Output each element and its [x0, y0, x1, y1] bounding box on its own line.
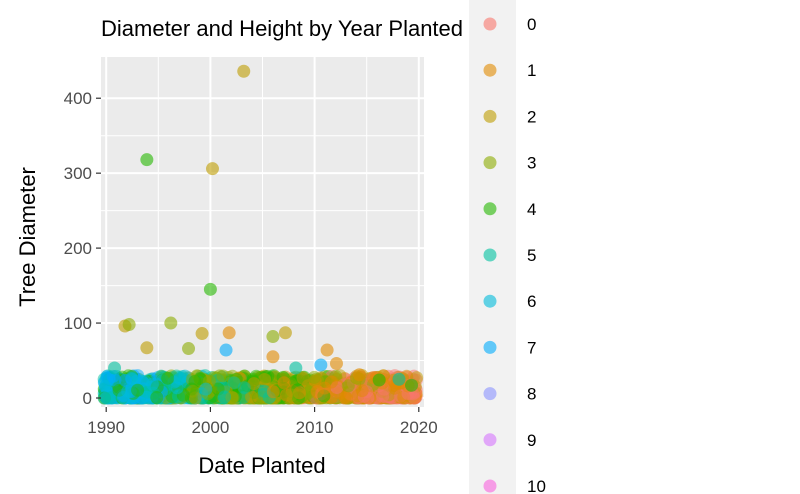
data-point — [140, 153, 154, 167]
data-point — [199, 382, 213, 396]
legend-key — [483, 294, 497, 308]
data-point — [140, 341, 154, 355]
data-point — [266, 350, 280, 364]
data-point — [237, 381, 251, 395]
data-point — [218, 390, 232, 404]
data-point — [222, 326, 236, 340]
data-point — [266, 330, 280, 344]
data-point — [307, 370, 321, 384]
data-point — [404, 378, 418, 392]
y-axis-title: Tree Diameter — [15, 167, 40, 307]
y-tick-label: 100 — [64, 314, 92, 333]
data-point — [140, 390, 154, 404]
x-axis-title: Date Planted — [198, 453, 325, 478]
data-point — [266, 385, 280, 399]
legend-key — [483, 433, 497, 447]
data-point — [118, 373, 132, 387]
data-point — [314, 358, 328, 372]
legend: 0 1 2 3 4 5 6 7 8 9 10 — [469, 0, 546, 494]
y-tick-label: 0 — [83, 389, 92, 408]
data-point — [258, 373, 272, 387]
y-tick-label: 200 — [64, 239, 92, 258]
legend-key — [483, 109, 497, 123]
data-point — [205, 162, 219, 176]
legend-key — [483, 156, 497, 170]
x-tick-label: 1990 — [87, 418, 125, 437]
x-tick-label: 2010 — [296, 418, 334, 437]
data-point — [289, 361, 303, 375]
legend-label: 10 — [527, 477, 546, 494]
data-point — [320, 343, 334, 357]
chart-title: Diameter and Height by Year Planted — [101, 16, 463, 41]
legend-label: 0 — [527, 15, 536, 34]
data-point — [237, 64, 251, 78]
data-point — [173, 372, 187, 386]
data-point — [310, 385, 324, 399]
data-point — [329, 357, 343, 371]
legend-key — [483, 202, 497, 216]
data-point — [131, 383, 145, 397]
data-point — [219, 343, 233, 357]
legend-key — [483, 17, 497, 31]
data-point — [392, 372, 406, 386]
legend-label: 3 — [527, 154, 536, 173]
data-point — [285, 388, 299, 402]
legend-key — [483, 340, 497, 354]
legend-key — [483, 248, 497, 262]
data-point — [355, 384, 369, 398]
data-point — [372, 373, 386, 387]
legend-label: 2 — [527, 107, 536, 126]
legend-label: 5 — [527, 246, 536, 265]
data-point — [108, 361, 122, 375]
data-point — [227, 376, 241, 390]
y-tick-label: 400 — [64, 89, 92, 108]
data-points — [97, 64, 424, 405]
data-point — [188, 374, 202, 388]
data-point — [352, 368, 366, 382]
legend-label: 6 — [527, 292, 536, 311]
data-point — [338, 390, 352, 404]
legend-label: 4 — [527, 200, 536, 219]
y-tick-label: 300 — [64, 164, 92, 183]
data-point — [195, 327, 209, 341]
data-point — [245, 390, 259, 404]
data-point — [150, 391, 164, 405]
legend-key-background — [469, 0, 516, 494]
data-point — [277, 376, 291, 390]
data-point — [278, 326, 292, 340]
data-point — [296, 371, 310, 385]
data-point — [145, 377, 159, 391]
legend-label: 1 — [527, 61, 536, 80]
x-tick-label: 2020 — [400, 418, 438, 437]
data-point — [116, 391, 130, 405]
legend-label: 9 — [527, 431, 536, 450]
data-point — [341, 379, 355, 393]
data-point — [203, 282, 217, 296]
legend-label: 7 — [527, 338, 536, 357]
data-point — [122, 318, 136, 332]
legend-label: 8 — [527, 385, 536, 404]
legend-key — [483, 479, 497, 493]
legend-key — [483, 63, 497, 77]
data-point — [182, 342, 196, 356]
data-point — [216, 369, 230, 383]
data-point — [164, 316, 178, 330]
data-point — [161, 371, 175, 385]
legend-key — [483, 387, 497, 401]
x-tick-label: 2000 — [191, 418, 229, 437]
